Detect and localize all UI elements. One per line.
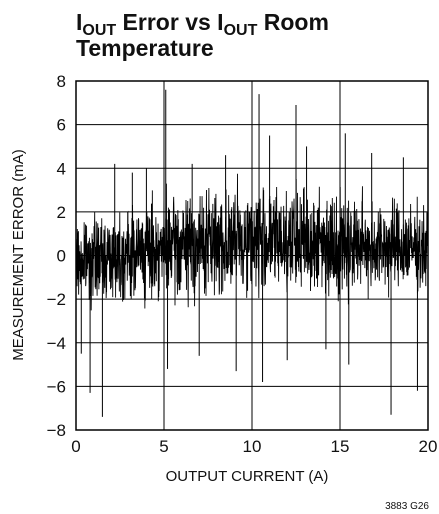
y-tick-label: −8 <box>47 421 66 440</box>
figure-code: 3883 G26 <box>385 501 429 512</box>
y-tick-label: 8 <box>57 72 66 91</box>
title-part1: I <box>76 9 82 35</box>
x-tick-label: 15 <box>331 437 350 456</box>
y-tick-label: 6 <box>57 116 66 135</box>
x-tick-label: 20 <box>419 437 438 456</box>
y-axis-label: MEASUREMENT ERROR (mA) <box>10 149 27 360</box>
title-part2: Error vs I <box>116 9 223 35</box>
x-tick-label: 0 <box>71 437 80 456</box>
y-tick-labels: −8 −6 −4 −2 0 2 4 6 8 <box>47 72 66 440</box>
plot-frame <box>75 80 429 431</box>
x-tick-label: 5 <box>159 437 168 456</box>
y-tick-label: −4 <box>47 334 66 353</box>
y-tick-label: −2 <box>47 290 66 309</box>
y-tick-label: −6 <box>47 377 66 396</box>
svg-text:IOUT Error vs IOUT Room: IOUT Error vs IOUT Room <box>76 9 329 39</box>
title-part2-subscript: OUT <box>224 22 258 39</box>
series-measurement-error <box>75 89 429 417</box>
x-tick-labels: 0 5 10 15 20 <box>71 437 437 456</box>
chart-title: IOUT Error vs IOUT Room Temperature <box>76 9 329 61</box>
y-tick-label: 4 <box>57 159 66 178</box>
x-axis-label: OUTPUT CURRENT (A) <box>166 468 329 485</box>
title-line2: Temperature <box>76 35 214 61</box>
noise-trace <box>75 173 429 311</box>
x-tick-label: 10 <box>243 437 262 456</box>
y-tick-label: 0 <box>57 247 66 266</box>
title-part3: Room <box>257 9 329 35</box>
y-tick-label: 2 <box>57 203 66 222</box>
title-part1-subscript: OUT <box>82 22 116 39</box>
